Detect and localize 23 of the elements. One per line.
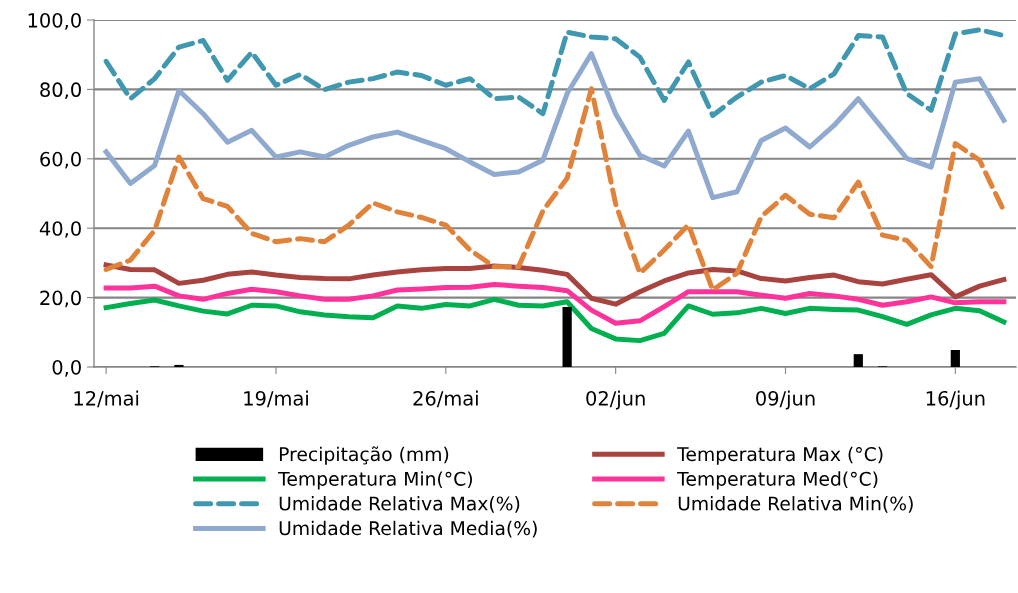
legend-label: Umidade Relativa Min(%): [678, 496, 913, 513]
y-tick-label: 60,0: [40, 151, 81, 169]
bar: [562, 306, 572, 367]
x-tick-label: 02/jun: [586, 390, 645, 410]
legend-label: Temperatura Max (°C): [677, 446, 883, 465]
x-tick-label: 12/mai: [74, 390, 139, 408]
legend-label: Temperatura Min(°C): [278, 471, 472, 490]
y-tick-label: 40,0: [39, 221, 81, 238]
y-tick-label: 0,0: [52, 359, 81, 377]
bar: [174, 364, 184, 367]
legend-label: Temperatura Med(°C): [677, 471, 878, 490]
bar: [853, 354, 863, 367]
legend-label: Umidade Relativa Max(%): [279, 496, 520, 513]
x-tick-label: 26/mai: [413, 390, 478, 408]
legend-label: Umidade Relativa Media(%): [279, 520, 537, 538]
x-tick-label: 09/jun: [756, 390, 815, 410]
y-tick-label: 80,0: [40, 82, 81, 100]
legend-label: Precipitação (mm): [279, 446, 449, 465]
x-tick-label: 16/jun: [926, 390, 985, 410]
y-tick-label: 100,0: [28, 12, 81, 30]
bar: [950, 350, 960, 367]
y-tick-label: 20,0: [40, 290, 81, 308]
x-tick-label: 19/mai: [244, 390, 308, 408]
